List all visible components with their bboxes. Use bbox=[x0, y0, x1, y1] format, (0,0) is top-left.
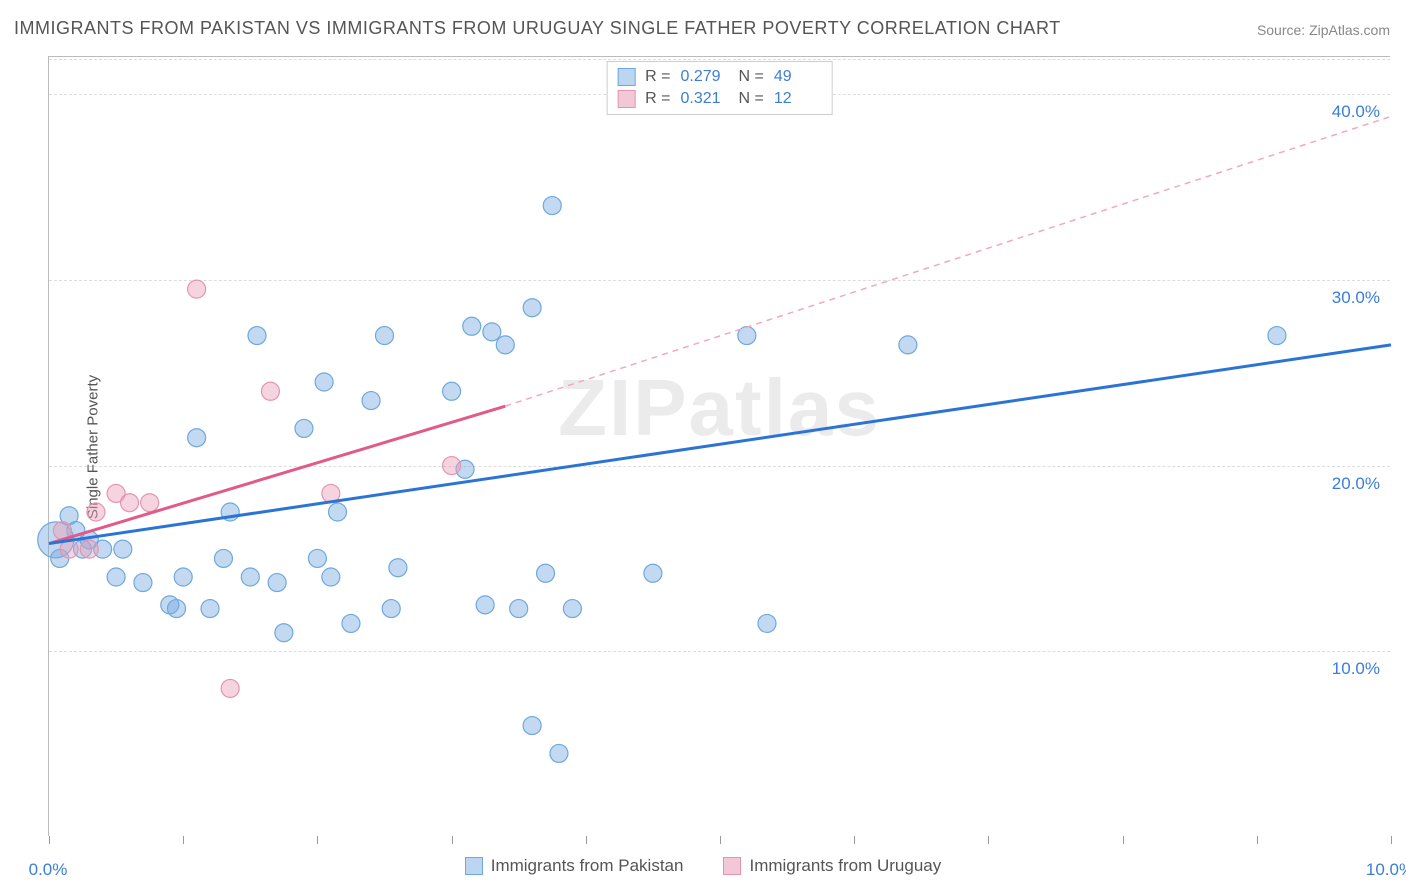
source-attribution: Source: ZipAtlas.com bbox=[1257, 22, 1390, 38]
chart-title: IMMIGRANTS FROM PAKISTAN VS IMMIGRANTS F… bbox=[14, 18, 1061, 39]
legend-stats-row-uruguay: R = 0.321 N = 12 bbox=[617, 88, 822, 110]
chart-area: Single Father Poverty ZIPatlas 10.0%20.0… bbox=[48, 56, 1390, 836]
swatch-pakistan-icon bbox=[465, 857, 483, 875]
r-value-uruguay: 0.321 bbox=[681, 90, 729, 108]
n-label: N = bbox=[739, 68, 764, 86]
n-value-pakistan: 49 bbox=[774, 68, 822, 86]
legend-label-uruguay: Immigrants from Uruguay bbox=[749, 856, 941, 876]
n-label: N = bbox=[739, 90, 764, 108]
r-label: R = bbox=[645, 90, 670, 108]
swatch-uruguay-icon bbox=[723, 857, 741, 875]
legend-item-pakistan: Immigrants from Pakistan bbox=[465, 856, 684, 876]
n-value-uruguay: 12 bbox=[774, 90, 822, 108]
legend-label-pakistan: Immigrants from Pakistan bbox=[491, 856, 684, 876]
swatch-uruguay-icon bbox=[617, 90, 635, 108]
legend-series: Immigrants from Pakistan Immigrants from… bbox=[0, 856, 1406, 876]
legend-item-uruguay: Immigrants from Uruguay bbox=[723, 856, 941, 876]
r-label: R = bbox=[645, 68, 670, 86]
r-value-pakistan: 0.279 bbox=[681, 68, 729, 86]
legend-stats-row-pakistan: R = 0.279 N = 49 bbox=[617, 66, 822, 88]
legend-stats: R = 0.279 N = 49 R = 0.321 N = 12 bbox=[606, 61, 833, 115]
plot-svg bbox=[49, 57, 1390, 836]
x-tick-label: 0.0% bbox=[29, 860, 68, 880]
swatch-pakistan-icon bbox=[617, 68, 635, 86]
x-tick-label: 10.0% bbox=[1366, 860, 1406, 880]
